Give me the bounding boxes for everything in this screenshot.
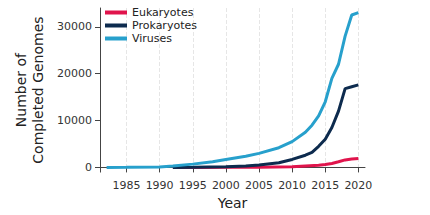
svg-text:2000: 2000: [212, 179, 240, 192]
svg-text:30000: 30000: [57, 20, 92, 33]
svg-text:20000: 20000: [57, 67, 92, 80]
svg-text:Prokaryotes: Prokaryotes: [132, 19, 197, 32]
svg-text:2015: 2015: [311, 179, 339, 192]
svg-text:1985: 1985: [113, 179, 141, 192]
svg-text:Viruses: Viruses: [132, 32, 172, 45]
svg-text:0: 0: [85, 161, 92, 174]
svg-text:1990: 1990: [146, 179, 174, 192]
svg-text:Number of: Number of: [13, 52, 29, 127]
svg-text:10000: 10000: [57, 114, 92, 127]
svg-text:Completed Genomes: Completed Genomes: [30, 16, 46, 163]
svg-text:2010: 2010: [278, 179, 306, 192]
svg-text:Year: Year: [217, 195, 248, 211]
svg-text:Eukaryotes: Eukaryotes: [132, 6, 194, 19]
svg-text:2005: 2005: [245, 179, 273, 192]
svg-text:2020: 2020: [344, 179, 372, 192]
svg-text:1995: 1995: [179, 179, 207, 192]
